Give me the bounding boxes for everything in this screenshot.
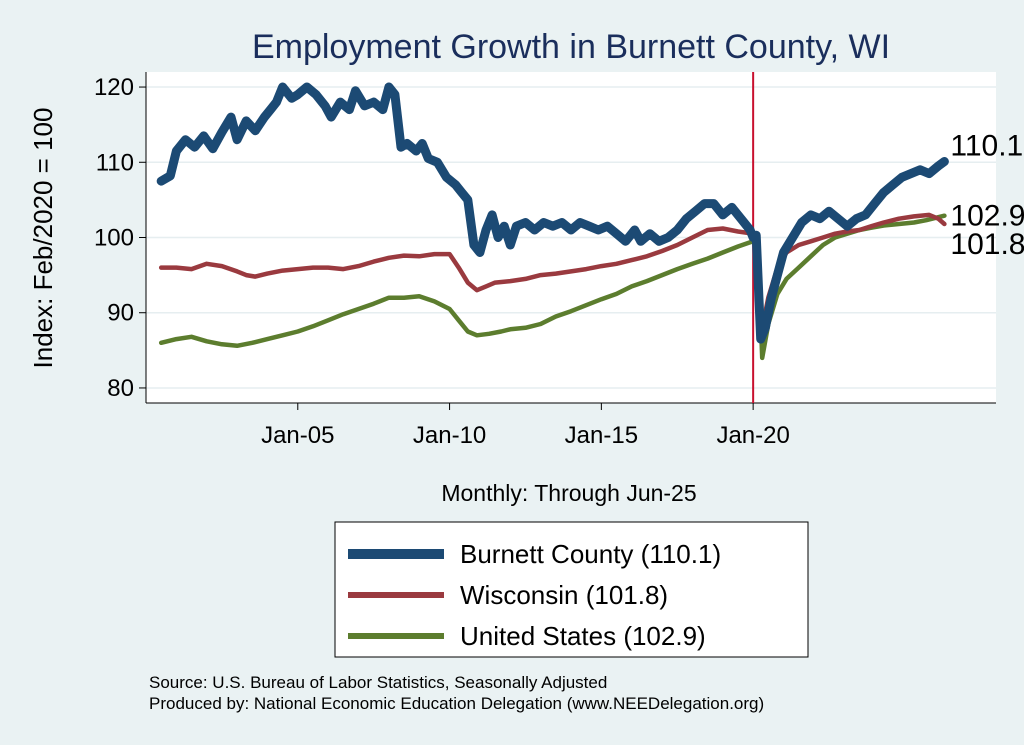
y-ticks: 80 90 100 110 120	[94, 74, 146, 402]
chart-title: Employment Growth in Burnett County, WI	[252, 28, 890, 66]
legend-label-wisconsin: Wisconsin (101.8)	[460, 580, 668, 610]
y-tick-label-80: 80	[107, 375, 134, 402]
legend-label-united-states: United States (102.9)	[460, 621, 706, 651]
series-line-wisconsin	[158, 212, 947, 331]
series-line-burnett-county	[156, 82, 949, 344]
y-tick-label-90: 90	[107, 300, 134, 327]
x-tick-label-jan-10: Jan-10	[413, 422, 486, 449]
series-lines	[156, 82, 949, 361]
x-tick-label-jan-05: Jan-05	[261, 422, 334, 449]
y-tick-label-120: 120	[94, 74, 134, 101]
end-label-united-states: 102.9	[950, 200, 1024, 233]
x-tick-label-jan-15: Jan-15	[565, 422, 638, 449]
source-line-2: Produced by: National Economic Education…	[149, 694, 764, 713]
source-line-1: Source: U.S. Bureau of Labor Statistics,…	[149, 673, 607, 692]
x-tick-label-jan-20: Jan-20	[716, 422, 789, 449]
legend-label-burnett-county: Burnett County (110.1)	[460, 539, 721, 569]
series-line-united-states	[158, 213, 947, 361]
end-label-burnett-county: 110.1	[950, 130, 1023, 163]
y-tick-label-110: 110	[96, 149, 134, 176]
y-axis-label: Index: Feb/2020 = 100	[28, 108, 58, 369]
y-tick-label-100: 100	[94, 225, 134, 252]
end-label-wisconsin: 101.8	[950, 228, 1024, 261]
x-axis-label: Monthly: Through Jun-25	[441, 480, 696, 506]
legend: Burnett County (110.1) Wisconsin (101.8) U…	[348, 539, 721, 651]
x-ticks: Jan-05 Jan-10 Jan-15 Jan-20	[261, 403, 790, 449]
